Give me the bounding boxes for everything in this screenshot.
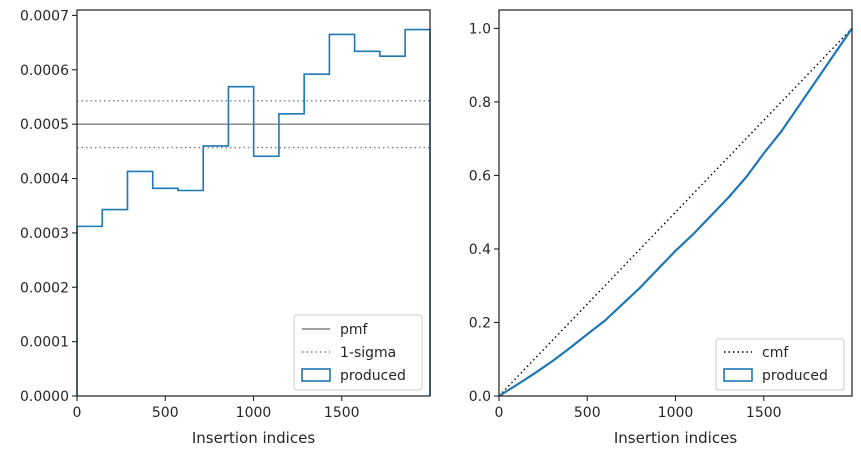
y-tick-label: 0.0: [469, 389, 491, 405]
legend-label: pmf: [340, 322, 369, 338]
histogram-bin: [102, 210, 127, 396]
histogram-bin: [153, 188, 178, 396]
histogram-bin: [203, 146, 228, 396]
y-tick-label: 0.0002: [20, 280, 69, 296]
left-x-axis-label: Insertion indices: [192, 429, 315, 447]
legend-label: produced: [762, 368, 828, 384]
histogram-bin: [228, 87, 253, 396]
y-tick-label: 0.0004: [20, 172, 69, 188]
legend-label: produced: [340, 368, 406, 384]
right-legend: cmf produced: [715, 338, 845, 391]
left-plot-area: [76, 28, 431, 396]
y-tick-label: 0.0000: [20, 389, 69, 405]
y-tick-label: 0.0003: [20, 226, 69, 242]
legend-swatch: [723, 368, 753, 382]
left-x-ticks: 0 500 1000 1500: [73, 396, 360, 421]
right-axes-frame: [498, 9, 853, 397]
right-x-axis-label: Insertion indices: [614, 429, 737, 447]
y-tick-label: 0.2: [469, 315, 491, 331]
legend-label: 1-sigma: [340, 345, 396, 361]
histogram-bin: [254, 156, 279, 396]
y-tick-label: 0.0006: [20, 63, 69, 79]
histogram-bin: [178, 190, 203, 396]
y-tick-label: 0.0001: [20, 335, 69, 351]
y-tick-label: 0.8: [469, 95, 491, 111]
x-tick-label: 1500: [324, 405, 360, 421]
y-tick-label: 0.4: [469, 242, 491, 258]
x-tick-label: 0: [73, 405, 82, 421]
histogram-bin: [77, 226, 102, 396]
y-tick-label: 1.0: [469, 21, 491, 37]
left-y-ticks: 0.0000 0.0001 0.0002 0.0003 0.0004 0.0005 0.00…: [20, 8, 77, 405]
produced-line: [498, 27, 853, 397]
histogram-bin: [127, 171, 152, 396]
x-tick-label: 1000: [236, 405, 272, 421]
x-tick-label: 1500: [746, 405, 782, 421]
x-tick-label: 500: [152, 405, 179, 421]
legend-label: cmf: [762, 345, 789, 361]
x-tick-label: 0: [495, 405, 504, 421]
x-tick-label: 500: [574, 405, 601, 421]
legend-box: [293, 314, 423, 391]
legend-swatch: [301, 368, 331, 382]
y-tick-label: 0.0007: [20, 8, 69, 24]
y-tick-label: 0.0005: [20, 117, 69, 133]
left-legend: pmf 1-sigma produced: [293, 314, 423, 391]
x-tick-label: 1000: [658, 405, 694, 421]
right-plot-area: [498, 27, 853, 397]
y-tick-label: 0.6: [469, 168, 491, 184]
right-x-ticks: 0 500 1000 1500: [495, 396, 782, 421]
right-y-ticks: 0.0 0.2 0.4 0.6 0.8 1.0: [469, 21, 499, 405]
right-chart-panel: 0 500 1000 1500 0.0 0.2 0.4 0.6 0.8 1.0 Insertio…: [469, 9, 853, 447]
left-chart-panel: 0 500 1000 1500 0.00000.00010.00020.00030.0…: [20, 8, 431, 447]
produced-histogram: [76, 28, 431, 396]
